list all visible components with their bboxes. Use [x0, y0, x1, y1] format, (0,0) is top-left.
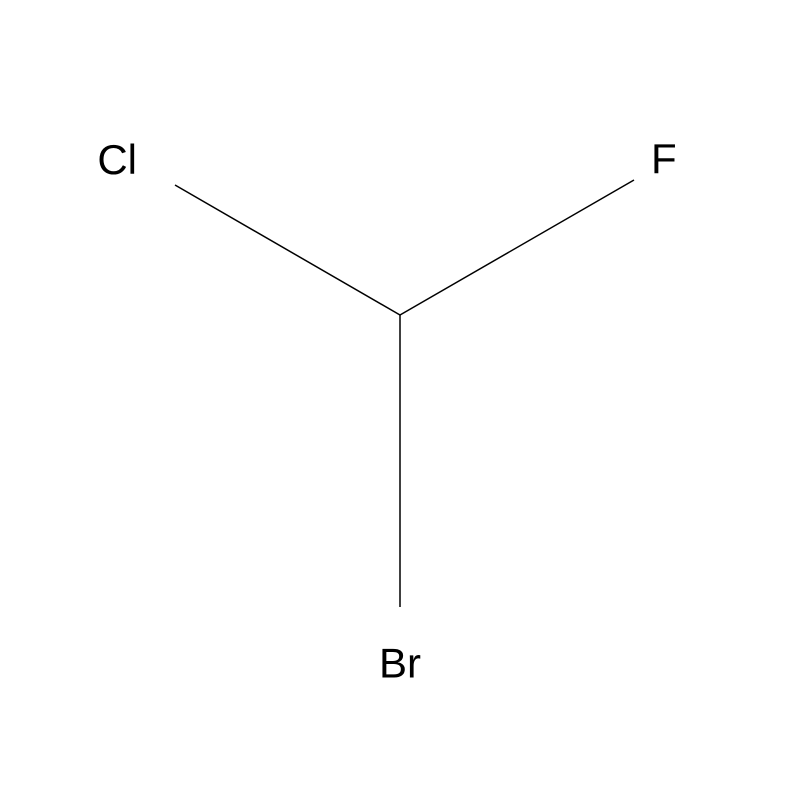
atom-label-br: Br: [379, 639, 421, 686]
bond-c-f: [400, 180, 634, 315]
bond-c-cl: [175, 185, 400, 315]
atom-label-f: F: [651, 135, 677, 182]
atom-label-cl: Cl: [97, 136, 137, 183]
molecule-diagram: Cl F Br: [0, 0, 800, 800]
